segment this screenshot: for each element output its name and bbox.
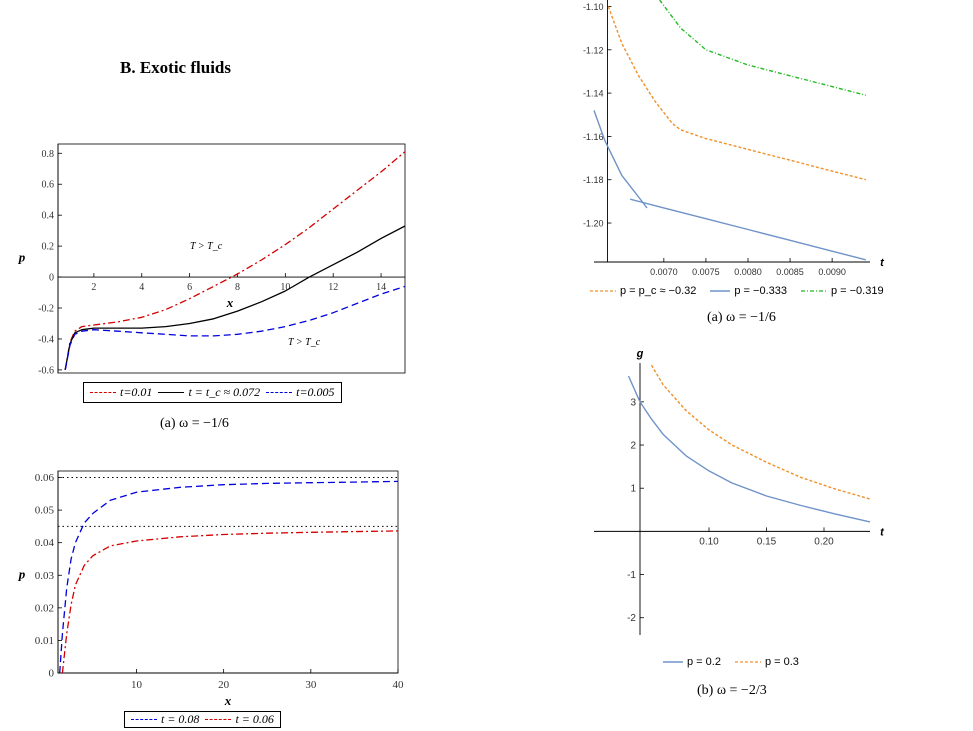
legend-item-p-0333: p = −0.333 [710,285,787,297]
legend-left-top: t=0.01 t = t_c ≈ 0.072 t=0.005 [83,382,342,403]
y-axis-label: p [18,567,26,582]
x-tick-label: 0.0090 [818,267,846,277]
y-axis-label: p [18,250,26,265]
chart-left-top: 2 4 6 8 10 12 14 -0.6 -0.4 -0.2 0 0.2 0.4 0.6 0.8 x p T >… [18,143,406,376]
x-tick-label: 0.0085 [776,267,804,277]
y-tick-label: 0.05 [35,505,55,517]
x-tick-label: 4 [139,282,144,293]
x-tick-label: 0.15 [757,536,777,547]
series-line-4 [659,0,866,96]
x-tick-label: 0.20 [814,536,834,547]
legend-right-top: p = p_c ≈ −0.32 p = −0.333 p = −0.319 [590,285,884,297]
x-tick-label: 10 [280,282,290,293]
series-line-2 [61,530,399,674]
x-tick-label: 2 [91,282,96,293]
series-line-2 [593,110,648,209]
temperature-annotation: T > T_c [288,337,321,348]
x-tick-label: 10 [131,679,143,691]
y-tick-label: -1.14 [583,89,604,99]
x-axis-label: x [226,295,234,310]
y-tick-label: -0.6 [38,365,54,376]
y-tick-label: 0.6 [42,180,55,191]
legend-item-p-0319: p = −0.319 [800,285,884,297]
series-line-3 [630,198,866,261]
x-tick-label: 0.0070 [650,267,678,277]
legend-item-t-006: t = 0.06 [205,712,274,727]
caption-right-b: (b) ω = −2/3 [697,683,767,698]
legend-item-p-02: p = 0.2 [663,656,721,668]
series-line-1 [64,151,406,371]
legend-item-tc: t = t_c ≈ 0.072 [158,385,260,400]
y-tick-label: -0.2 [38,304,54,315]
plot-frame [57,470,399,674]
y-tick-label: 0.06 [35,472,55,484]
y-tick-label: 0.8 [42,149,55,160]
legend-item-t-008: t = 0.08 [131,712,199,727]
chart-left-bottom: 10 20 30 40 0 0.01 0.02 0.03 0.04 0.05 0.06 x p [18,470,405,708]
y-tick-label: 3 [630,397,636,408]
plot-frame [57,143,406,374]
series-line-2 [650,364,871,500]
y-tick-label: -1.10 [583,2,604,12]
legend-item-t-001: t=0.01 [90,385,152,400]
x-tick-label: 8 [235,282,240,293]
x-axis-label: t [880,526,885,538]
series-line-1 [607,6,866,181]
y-tick-label: 0 [49,273,54,284]
y-tick-label: 0.4 [42,211,55,222]
temperature-annotation: T > T_c [190,241,223,252]
y-tick-label: 0.03 [35,570,55,582]
legend-left-bottom: t = 0.08 t = 0.06 [124,711,281,728]
x-tick-label: 0.10 [699,536,719,547]
x-tick-label: 14 [376,282,386,293]
legend-item-pc: p = p_c ≈ −0.32 [590,285,697,297]
x-tick-label: 0.0075 [692,267,720,277]
series-line-2 [64,225,406,371]
chart-right-bottom: 0.10 0.15 0.20 -2 -1 1 2 3 t g [594,348,885,635]
caption-left-a: (a) ω = −1/6 [160,416,229,431]
series-line-3 [64,285,406,371]
y-tick-label: 2 [630,441,636,452]
y-axis-label: g [636,348,644,360]
x-tick-label: 0.0080 [734,267,762,277]
legend-right-bottom: p = 0.2 p = 0.3 [663,656,799,668]
y-tick-label: 0 [49,668,55,680]
y-tick-label: 1 [630,484,636,495]
series-line-1 [59,480,399,674]
x-tick-label: 40 [393,679,405,691]
y-tick-label: -1.16 [583,132,604,142]
x-axis-label: t [880,257,885,269]
y-tick-label: -1.18 [583,175,604,185]
y-tick-label: 0.2 [42,242,55,253]
x-tick-label: 20 [218,679,230,691]
y-tick-label: -1.20 [583,219,604,229]
y-tick-label: -1 [627,570,636,581]
y-tick-label: -0.4 [38,334,54,345]
y-tick-label: 0.01 [35,635,54,647]
caption-right-a: (a) ω = −1/6 [707,310,776,325]
section-title: B. Exotic fluids [120,58,231,77]
y-tick-label: -2 [627,613,636,624]
y-tick-label: 0.02 [35,602,54,614]
x-tick-label: 6 [187,282,192,293]
y-tick-label: -1.12 [583,45,604,55]
x-axis-label: x [224,693,232,708]
series-line-1 [627,375,871,523]
legend-item-p-03: p = 0.3 [734,656,799,668]
x-tick-label: 12 [328,282,338,293]
y-tick-label: 0.04 [35,537,55,549]
legend-item-t-0005: t=0.005 [266,385,335,400]
x-tick-label: 30 [305,679,317,691]
chart-right-top: 0.0070 0.0075 0.0080 0.0085 0.0090 -1.20 -1.18… [583,0,885,277]
